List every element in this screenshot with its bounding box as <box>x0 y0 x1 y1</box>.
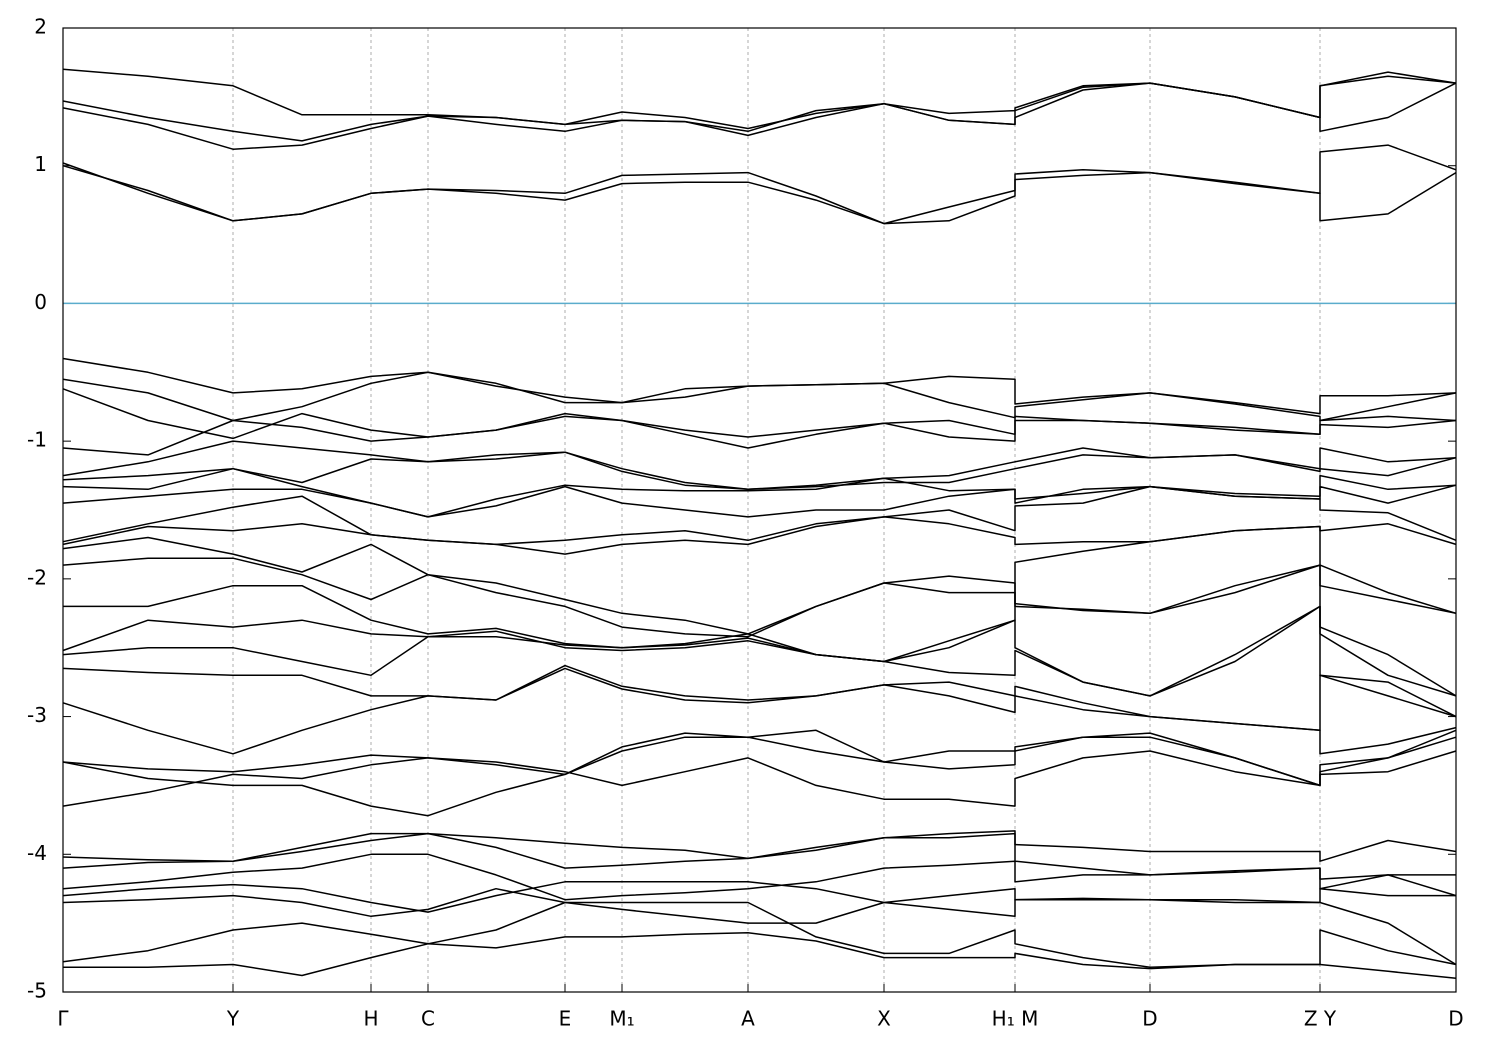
plot-frame <box>62 27 1457 993</box>
x-tick-label: Y <box>226 1007 240 1031</box>
x-tick-label: C <box>421 1007 435 1031</box>
band-line <box>62 440 1457 491</box>
band-line <box>62 71 1457 142</box>
band-line <box>62 467 1457 518</box>
band-line <box>62 732 1457 817</box>
band-line <box>62 451 1457 491</box>
band-line <box>62 605 1457 718</box>
band-line <box>62 853 1457 901</box>
y-tick-label: -4 <box>27 841 47 865</box>
band-line <box>62 664 1457 732</box>
band-line <box>62 750 1457 807</box>
band-line <box>62 485 1457 555</box>
band-line <box>63 932 1457 979</box>
band-line <box>62 832 1457 862</box>
x-tick-label: H₁ M <box>992 1007 1039 1031</box>
x-tick-label: A <box>741 1007 755 1031</box>
y-tick-label: -2 <box>27 565 47 589</box>
band-line <box>63 564 1457 697</box>
band-line <box>62 371 1457 422</box>
x-tick-label: H <box>363 1007 378 1031</box>
band-line <box>62 881 1456 918</box>
band-line <box>62 667 1457 755</box>
y-tick-label: 0 <box>34 290 47 314</box>
band-line <box>62 830 1456 890</box>
x-tick-label: Γ <box>57 1007 69 1031</box>
band-line <box>62 605 1457 697</box>
y-tick-label: -1 <box>27 428 47 452</box>
band-line <box>62 144 1457 225</box>
x-tick-label: E <box>559 1007 572 1031</box>
y-tick-label: -5 <box>27 979 47 1003</box>
band-line <box>62 388 1457 440</box>
band-line <box>62 68 1457 133</box>
x-tick-label: Z Y <box>1304 1007 1337 1031</box>
x-tick-label: D <box>1448 1007 1463 1031</box>
y-tick-label: -3 <box>27 703 47 727</box>
band-line <box>62 162 1457 225</box>
y-tick-label: 1 <box>34 152 47 176</box>
x-tick-label: D <box>1142 1007 1157 1031</box>
x-tick-label: X <box>877 1007 891 1031</box>
band-line <box>62 82 1457 150</box>
band-line <box>62 557 1457 638</box>
band-line <box>62 415 1457 456</box>
x-tick-label: M₁ <box>609 1007 634 1031</box>
y-tick-label: 2 <box>34 15 47 39</box>
band-line <box>62 887 1457 966</box>
